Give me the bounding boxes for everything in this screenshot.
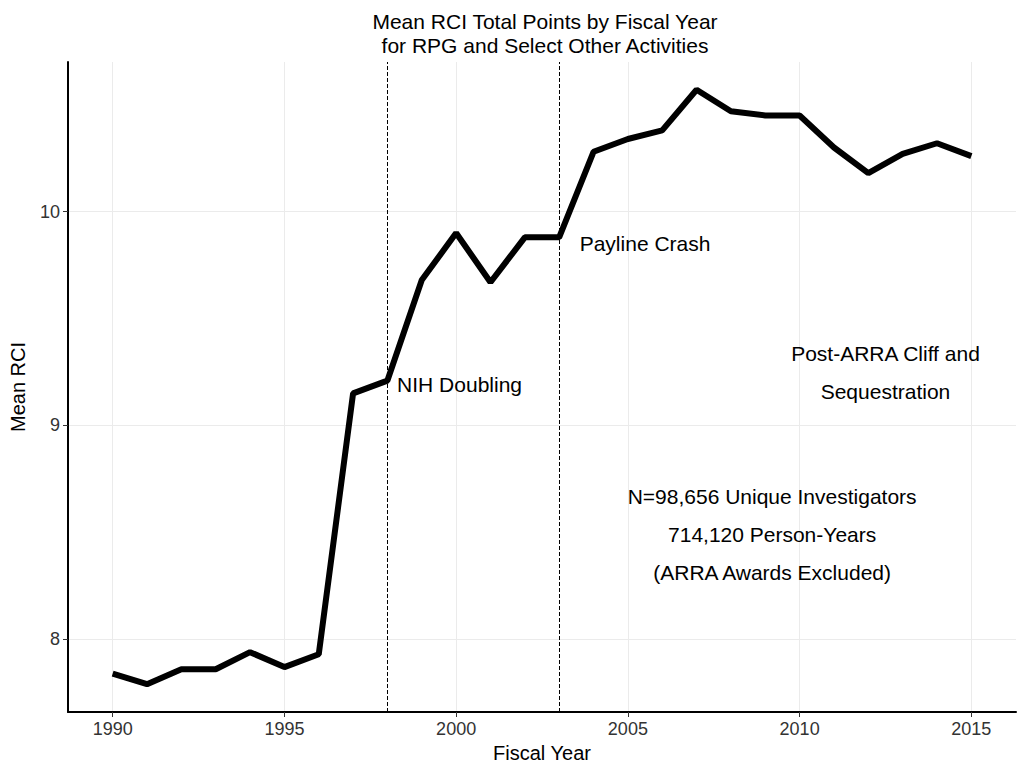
svg-text:10: 10	[40, 202, 60, 222]
svg-text:NIH Doubling: NIH Doubling	[397, 373, 522, 396]
svg-text:2005: 2005	[608, 719, 648, 739]
svg-text:1990: 1990	[93, 719, 133, 739]
svg-text:2010: 2010	[780, 719, 820, 739]
svg-text:714,120 Person-Years: 714,120 Person-Years	[668, 523, 876, 546]
svg-text:1995: 1995	[264, 719, 304, 739]
svg-text:Mean RCI: Mean RCI	[7, 342, 29, 432]
svg-text:Sequestration: Sequestration	[821, 380, 951, 403]
svg-text:Payline Crash: Payline Crash	[580, 232, 711, 255]
svg-text:Fiscal Year: Fiscal Year	[493, 742, 591, 764]
svg-text:Mean RCI Total Points by Fisca: Mean RCI Total Points by Fiscal Year	[372, 10, 717, 33]
svg-text:2015: 2015	[951, 719, 991, 739]
svg-text:N=98,656 Unique Investigators: N=98,656 Unique Investigators	[628, 485, 917, 508]
svg-text:8: 8	[50, 629, 60, 649]
svg-text:for RPG and Select Other Activ: for RPG and Select Other Activities	[382, 34, 709, 57]
svg-text:2000: 2000	[436, 719, 476, 739]
svg-text:Post-ARRA Cliff and: Post-ARRA Cliff and	[791, 342, 980, 365]
svg-text:(ARRA Awards Excluded): (ARRA Awards Excluded)	[653, 561, 891, 584]
svg-text:9: 9	[50, 415, 60, 435]
